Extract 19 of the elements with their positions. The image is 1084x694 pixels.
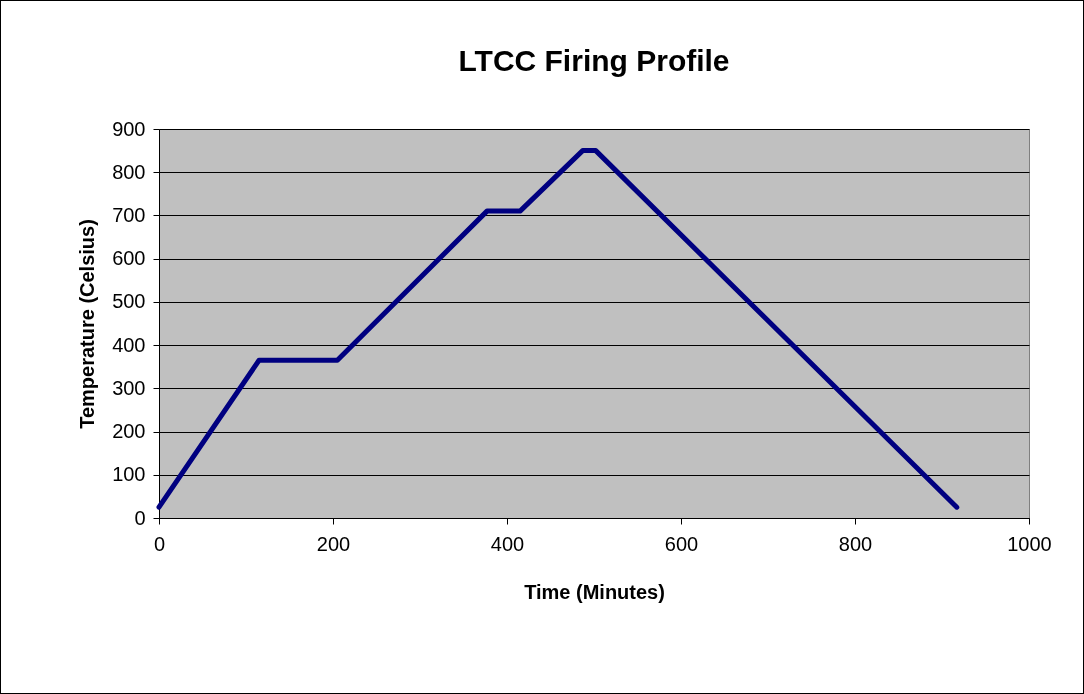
x-tick-label: 800 xyxy=(838,532,873,555)
x-tick-label: 0 xyxy=(153,532,166,555)
y-tick-label: 100 xyxy=(112,463,146,486)
y-tick-label: 900 xyxy=(112,117,146,140)
y-tick-label: 700 xyxy=(112,203,146,226)
x-tick-label: 200 xyxy=(316,532,351,555)
x-axis-title: Time (Minutes) xyxy=(524,580,665,603)
chart-title: LTCC Firing Profile xyxy=(458,44,730,77)
y-tick-label: 400 xyxy=(112,333,146,356)
y-tick-label: 500 xyxy=(112,290,146,313)
y-axis-title: Temperature (Celsius) xyxy=(76,219,99,429)
y-tick-label: 0 xyxy=(134,506,146,529)
y-tick-label: 200 xyxy=(112,420,146,443)
y-tick-label: 600 xyxy=(112,247,146,270)
x-tick-label: 600 xyxy=(664,532,699,555)
x-tick-label: 400 xyxy=(490,532,525,555)
y-tick-label: 800 xyxy=(112,160,146,183)
y-tick-label: 300 xyxy=(112,376,146,399)
x-tick-label: 1000 xyxy=(1007,532,1052,555)
